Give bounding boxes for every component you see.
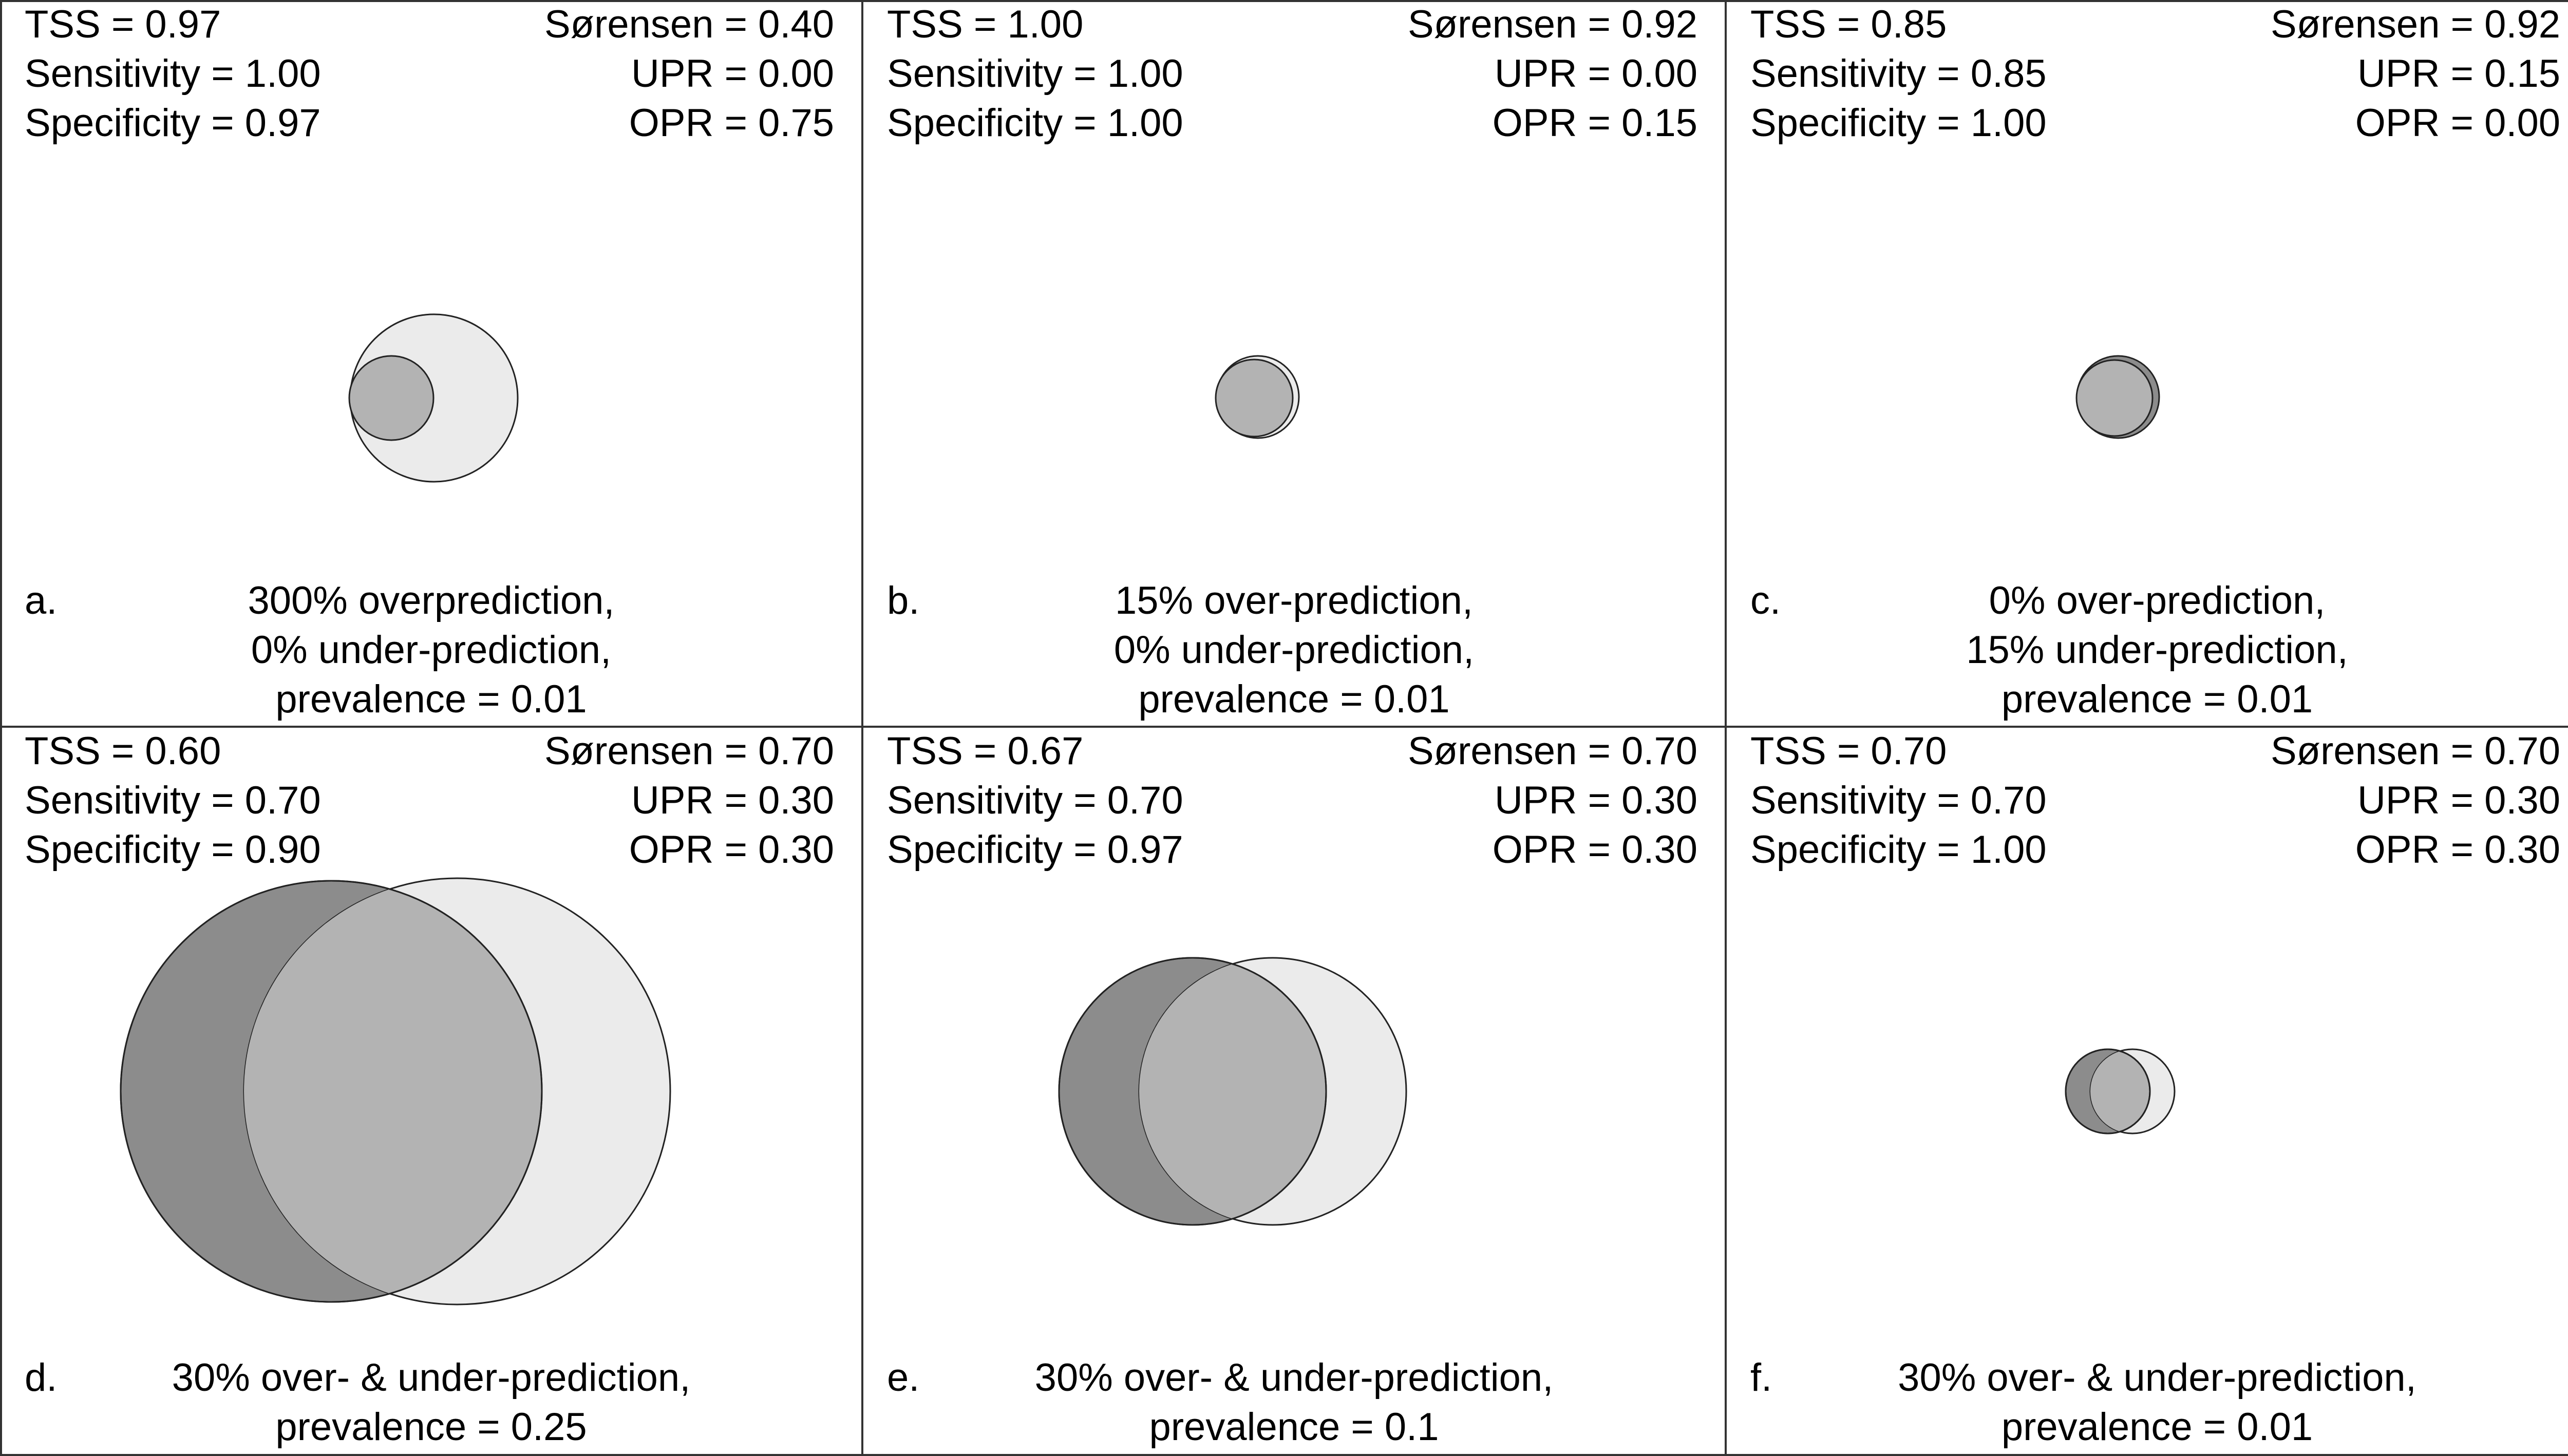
caption-line: 0% over-prediction, <box>1989 579 2326 622</box>
specificity-value: Specificity = 0.97 <box>25 101 321 145</box>
panel-a: TSS = 0.97 Sensitivity = 1.00 Specificit… <box>0 0 862 727</box>
panel-caption: 30% over- & under-prediction, prevalence… <box>0 1353 862 1452</box>
caption-line: 15% over-prediction, <box>1115 579 1474 622</box>
panel-c: TSS = 0.85 Sensitivity = 0.85 Specificit… <box>1726 0 2568 727</box>
specificity-value: Specificity = 0.90 <box>25 828 321 872</box>
panel-caption: 30% over- & under-prediction, prevalence… <box>862 1353 1726 1452</box>
sensitivity-value: Sensitivity = 0.70 <box>1750 779 2047 822</box>
sorensen-value: Sørensen = 0.92 <box>1407 3 1697 46</box>
panel-e: TSS = 0.67 Sensitivity = 0.70 Specificit… <box>862 727 1726 1456</box>
caption-line: 0% under-prediction, <box>251 628 612 672</box>
caption-line: 30% over- & under-prediction, <box>172 1356 691 1400</box>
row-divider <box>0 726 2568 728</box>
upr-value: UPR = 0.00 <box>631 52 834 96</box>
caption-line: 15% under-prediction, <box>1966 628 2348 672</box>
panel-caption: 300% overprediction, 0% under-prediction… <box>0 576 862 724</box>
opr-value: OPR = 0.15 <box>1492 101 1697 145</box>
column-divider-1 <box>861 0 863 1456</box>
opr-value: OPR = 0.00 <box>2355 101 2560 145</box>
panel-letter: d. <box>25 1356 58 1400</box>
tss-value: TSS = 0.97 <box>25 3 221 46</box>
venn-diagram-a <box>348 313 519 483</box>
caption-line: prevalence = 0.1 <box>1149 1405 1439 1449</box>
panel-b: TSS = 1.00 Sensitivity = 1.00 Specificit… <box>862 0 1726 727</box>
panel-letter: f. <box>1750 1356 1772 1400</box>
panel-caption: 15% over-prediction, 0% under-prediction… <box>862 576 1726 724</box>
opr-value: OPR = 0.30 <box>2355 828 2560 872</box>
specificity-value: Specificity = 1.00 <box>887 101 1183 145</box>
panel-letter: b. <box>887 579 920 622</box>
opr-value: OPR = 0.30 <box>629 828 834 872</box>
caption-line: 30% over- & under-prediction, <box>1034 1356 1554 1400</box>
predicted-range-circle <box>2075 359 2154 437</box>
specificity-value: Specificity = 1.00 <box>1750 828 2047 872</box>
venn-diagram-f <box>2065 1048 2176 1134</box>
upr-value: UPR = 0.00 <box>1495 52 1697 96</box>
panel-letter: a. <box>25 579 58 622</box>
tss-value: TSS = 0.70 <box>1750 729 1947 773</box>
column-divider-2 <box>1725 0 1727 1456</box>
caption-line: prevalence = 0.01 <box>2001 677 2313 721</box>
sorensen-value: Sørensen = 0.70 <box>2270 729 2560 773</box>
panel-f: TSS = 0.70 Sensitivity = 0.70 Specificit… <box>1726 727 2568 1456</box>
observed-outline <box>120 880 543 1303</box>
caption-line: prevalence = 0.01 <box>2001 1405 2313 1449</box>
observed-outline <box>1058 957 1327 1226</box>
upr-value: UPR = 0.30 <box>631 779 834 822</box>
panel-letter: e. <box>887 1356 920 1400</box>
sensitivity-value: Sensitivity = 0.70 <box>887 779 1183 822</box>
observed-range-circle <box>1215 358 1294 438</box>
sensitivity-value: Sensitivity = 1.00 <box>25 52 321 96</box>
caption-line: 30% over- & under-prediction, <box>1898 1356 2416 1400</box>
observed-outline <box>2065 1048 2151 1134</box>
tss-value: TSS = 0.85 <box>1750 3 1947 46</box>
panel-caption: 30% over- & under-prediction, prevalence… <box>1726 1353 2568 1452</box>
opr-value: OPR = 0.75 <box>629 101 834 145</box>
sorensen-value: Sørensen = 0.92 <box>2270 3 2560 46</box>
tss-value: TSS = 0.60 <box>25 729 221 773</box>
upr-value: UPR = 0.30 <box>1495 779 1697 822</box>
opr-value: OPR = 0.30 <box>1492 828 1697 872</box>
upr-value: UPR = 0.15 <box>2357 52 2560 96</box>
sensitivity-value: Sensitivity = 1.00 <box>887 52 1183 96</box>
caption-line: prevalence = 0.25 <box>275 1405 587 1449</box>
tss-value: TSS = 0.67 <box>887 729 1084 773</box>
tss-value: TSS = 1.00 <box>887 3 1084 46</box>
frame-left <box>0 0 2 1456</box>
venn-diagram-e <box>1058 957 1407 1226</box>
frame-top <box>0 0 2568 2</box>
caption-line: prevalence = 0.01 <box>1138 677 1450 721</box>
sensitivity-value: Sensitivity = 0.85 <box>1750 52 2047 96</box>
panel-d: TSS = 0.60 Sensitivity = 0.70 Specificit… <box>0 727 862 1456</box>
specificity-value: Specificity = 0.97 <box>887 828 1183 872</box>
caption-line: 0% under-prediction, <box>1113 628 1475 672</box>
caption-line: prevalence = 0.01 <box>275 677 587 721</box>
observed-range-circle <box>348 355 435 441</box>
panel-letter: c. <box>1750 579 1781 622</box>
frame-bottom <box>0 1454 2568 1456</box>
panel-caption: 0% over-prediction, 15% under-prediction… <box>1726 576 2568 724</box>
specificity-value: Specificity = 1.00 <box>1750 101 2047 145</box>
venn-diagram-c <box>2075 355 2160 439</box>
sensitivity-value: Sensitivity = 0.70 <box>25 779 321 822</box>
venn-diagram-b <box>1215 355 1300 439</box>
sorensen-value: Sørensen = 0.40 <box>544 3 834 46</box>
venn-diagram-d <box>120 877 671 1306</box>
upr-value: UPR = 0.30 <box>2357 779 2560 822</box>
sorensen-value: Sørensen = 0.70 <box>1407 729 1697 773</box>
sorensen-value: Sørensen = 0.70 <box>544 729 834 773</box>
caption-line: 300% overprediction, <box>248 579 615 622</box>
